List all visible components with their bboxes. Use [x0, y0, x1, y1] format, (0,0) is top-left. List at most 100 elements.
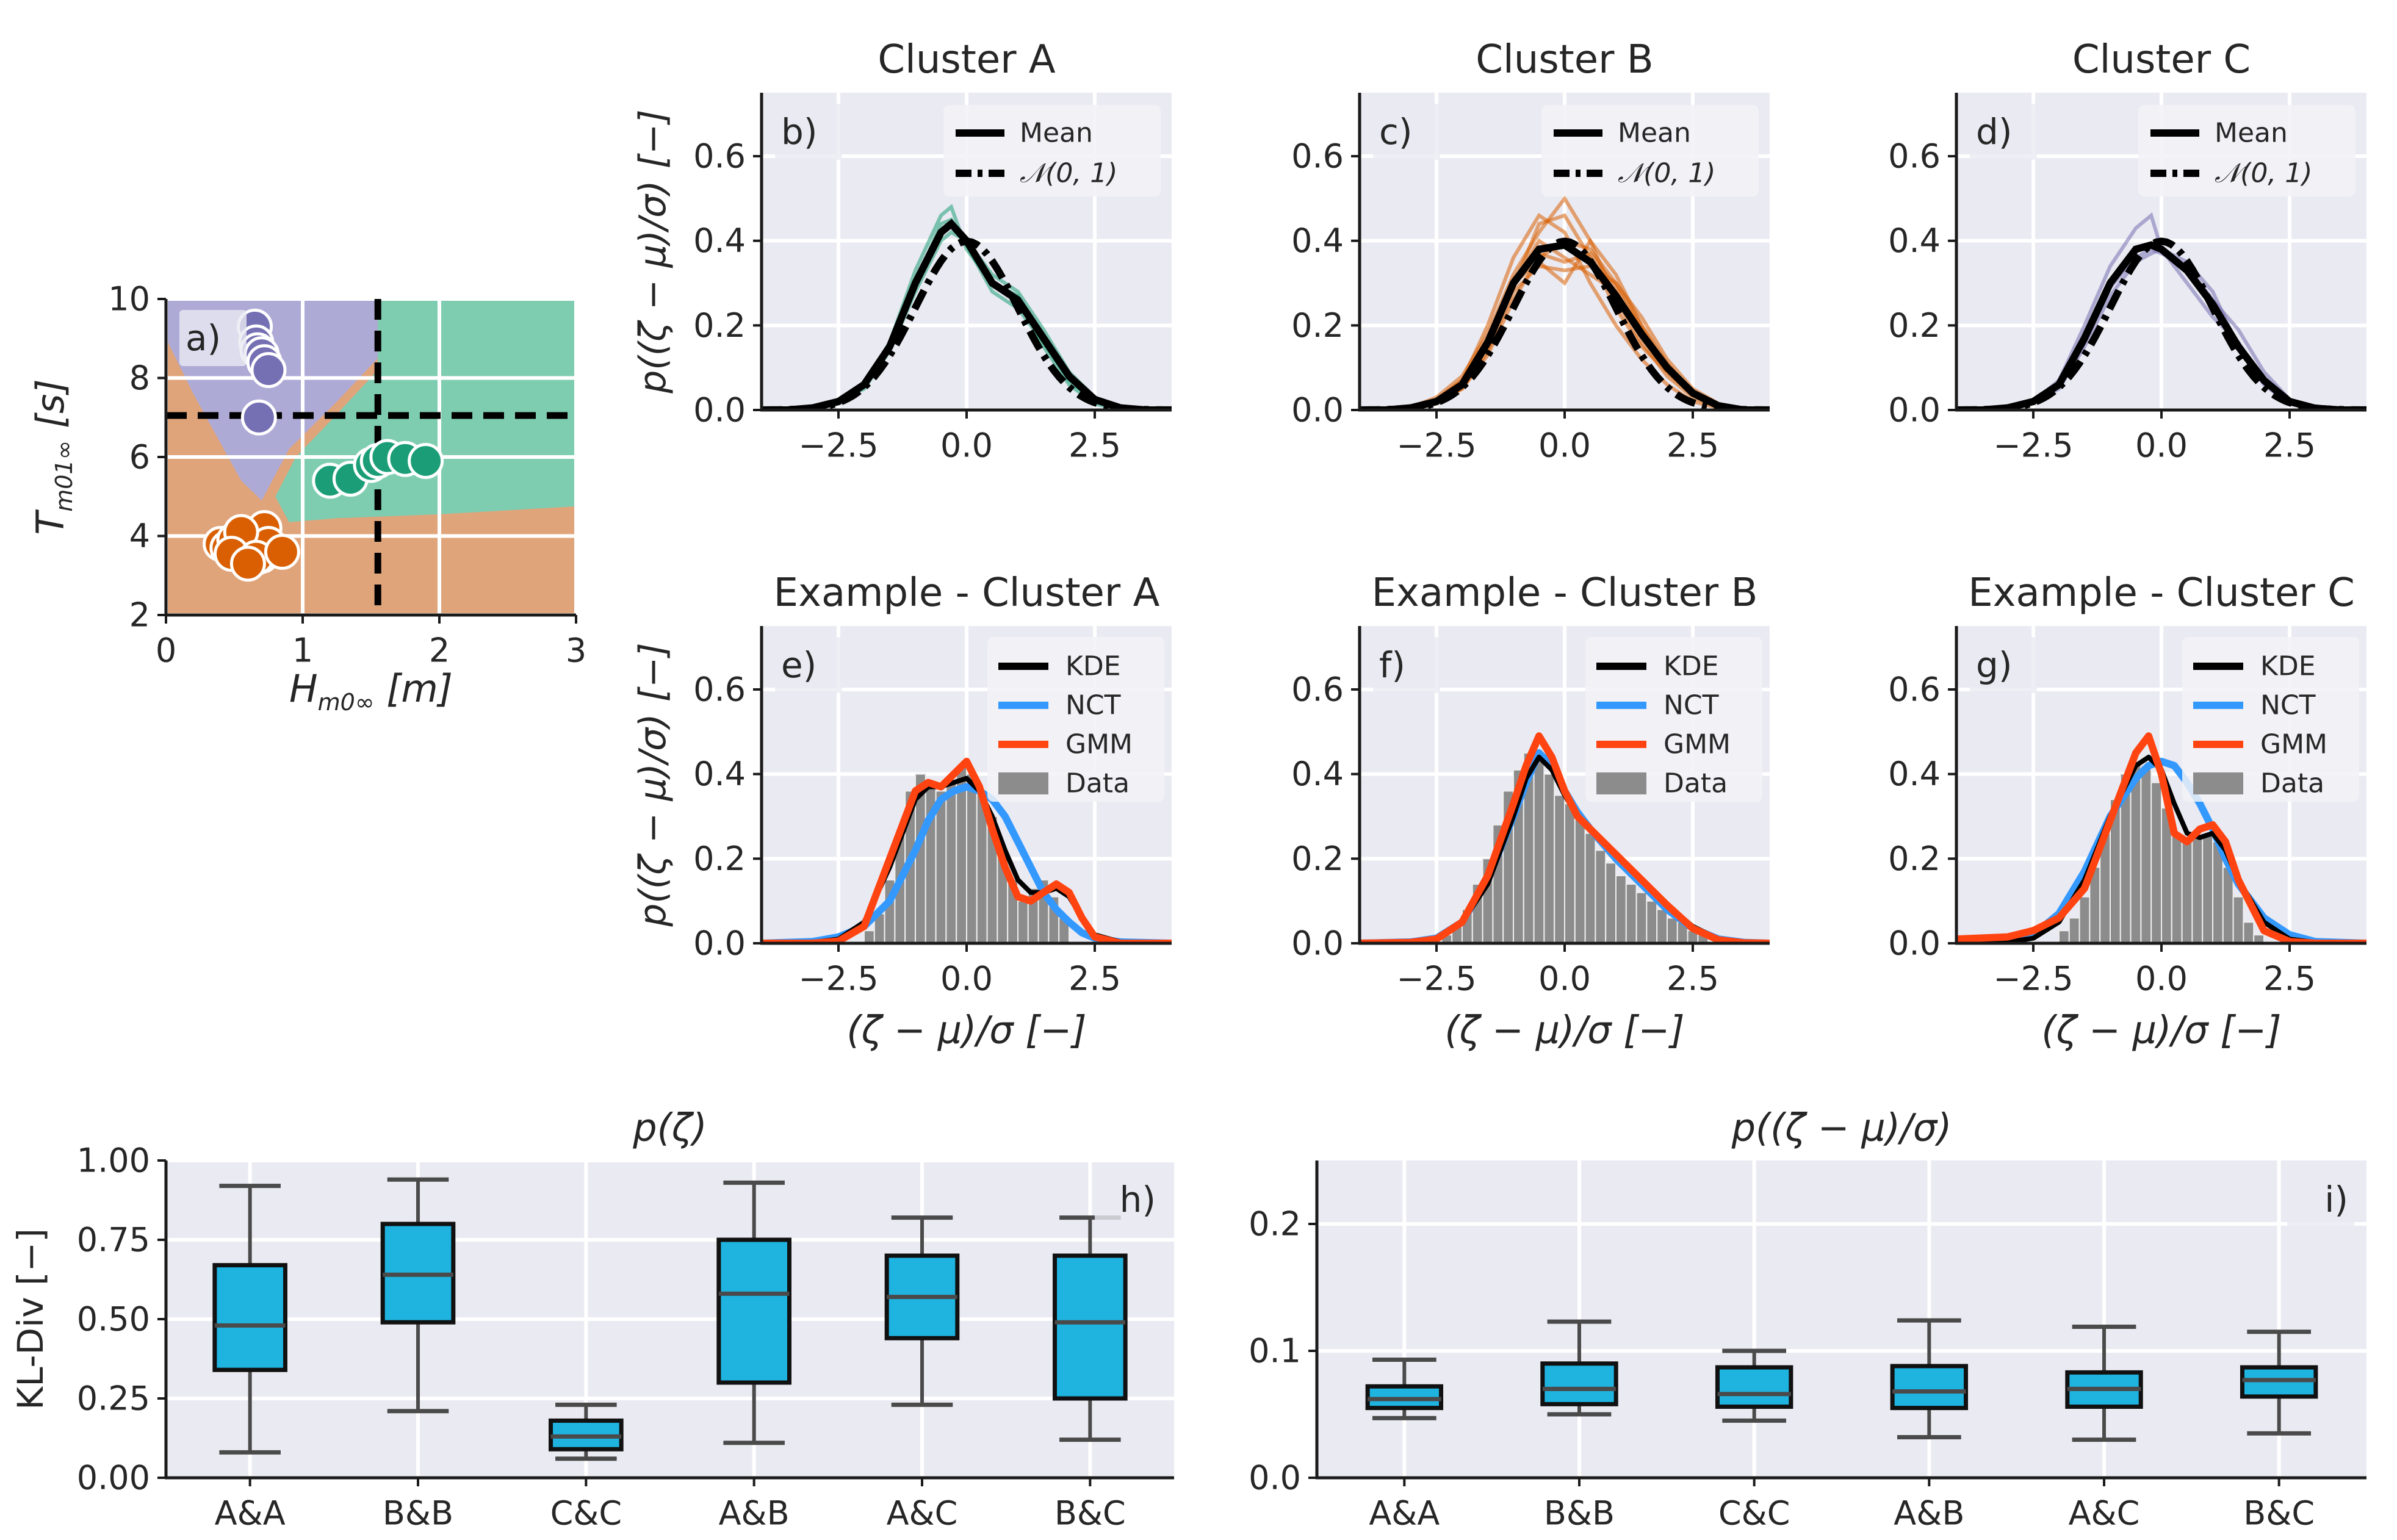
legend-data-swatch [2193, 772, 2243, 794]
x-tick-label: −2.5 [798, 960, 878, 998]
iqr-box [1890, 1364, 1969, 1411]
scatter-point [240, 399, 277, 436]
x-tick-label: A&A [1369, 1494, 1440, 1533]
hist-bar [1554, 794, 1565, 943]
x-tick-label: 2.5 [1069, 426, 1121, 465]
scatter-point [250, 352, 287, 389]
x-tick-label: 0.0 [2135, 960, 2188, 998]
hist-bar [2078, 896, 2091, 943]
y-tick-label: 0.0 [693, 391, 746, 430]
x-tick-label: 0 [156, 631, 176, 670]
panel-g: −2.5 0.0 2.5 0.0 0.2 0.4 0.6 g) Example - Cluste… [1888, 570, 2366, 1052]
panel-label-box [2287, 1171, 2354, 1228]
box-B&C [1053, 1215, 1128, 1442]
y-axis-label: KL-Div [−] [10, 1228, 51, 1410]
legend-label: Mean [1020, 118, 1093, 149]
panel-title: p((ζ − μ)/σ) [1731, 1106, 1952, 1150]
y-tick-label: 0.1 [1249, 1332, 1301, 1370]
legend: Mean 𝒩(0, 1) [1541, 105, 1759, 196]
panel-label-box [775, 637, 842, 693]
nct-fit-line [762, 783, 1172, 943]
legend-data-swatch [1596, 772, 1646, 794]
y-tick-label: 0.0 [1291, 391, 1344, 430]
x-tick-label: 2.5 [2263, 960, 2316, 998]
y-tick-label: 0.0 [693, 924, 746, 963]
gmm-fit-line [1956, 732, 2366, 943]
y-tick-label: 1.00 [77, 1142, 150, 1180]
panel-label: i) [2324, 1179, 2348, 1220]
curves [1360, 195, 1770, 410]
mean-pdf-line [762, 218, 1172, 410]
iqr-box [1053, 1253, 1128, 1401]
hist-bar [1625, 883, 1637, 943]
y-tick-label: 8 [129, 359, 150, 397]
y-tick-label: 0.0 [1888, 391, 1941, 430]
x-tick-label: −2.5 [1396, 426, 1476, 465]
panel-label: a) [186, 317, 221, 359]
panel-label: h) [1120, 1179, 1156, 1220]
histogram [1441, 752, 1709, 943]
y-tick-label: 0.4 [693, 221, 746, 260]
panel-label-box [775, 104, 842, 160]
x-tick-label: 2.5 [1667, 960, 1719, 998]
legend-label: 𝒩(0, 1) [1020, 158, 1117, 189]
x-tick-label: B&B [1544, 1494, 1615, 1533]
y-tick-label: 0.00 [77, 1459, 150, 1497]
y-tick-label: 0.4 [693, 755, 746, 793]
box-C&C [549, 1402, 624, 1461]
panel-title: Example - Cluster C [1968, 570, 2355, 616]
panel-title: Cluster B [1476, 37, 1653, 82]
scatter-point [229, 545, 266, 582]
y-tick-label: 0.2 [693, 840, 746, 878]
panel-title: p(ζ) [632, 1106, 707, 1150]
legend-label: GMM [1065, 729, 1133, 760]
box-A&A [1365, 1358, 1444, 1420]
box-B&C [2240, 1330, 2318, 1436]
x-tick-label: C&C [550, 1494, 622, 1533]
y-tick-label: 0.0 [1249, 1459, 1301, 1497]
x-tick-label: 0.0 [940, 426, 993, 465]
panel-label: g) [1976, 644, 2012, 686]
iqr-box [1715, 1365, 1793, 1409]
y-tick-label: 6 [129, 438, 150, 477]
legend-label: Data [1663, 768, 1728, 799]
hist-bar [1605, 862, 1617, 943]
legend-label: GMM [1663, 729, 1731, 760]
legend-label: 𝒩(0, 1) [1618, 158, 1715, 189]
legend-box [2182, 637, 2359, 802]
y-tick-label: 10 [108, 280, 150, 318]
scatter-series [203, 510, 300, 582]
legend-label: Mean [2215, 118, 2288, 149]
gmm-fit-line [1360, 732, 1770, 943]
x-tick-label: 0.0 [1538, 960, 1591, 998]
gmm-fit-line [762, 757, 1172, 943]
normal-pdf-line [762, 237, 1172, 410]
legend: Mean 𝒩(0, 1) [943, 105, 1161, 196]
legend-label: GMM [2260, 729, 2327, 760]
x-axis-label: (ζ − μ)/σ [−] [2041, 1008, 2281, 1052]
y-tick-label: 0.4 [1888, 755, 1941, 793]
normal-pdf-line [1360, 237, 1770, 410]
hist-bar [1656, 909, 1668, 943]
scatter-point [408, 442, 444, 479]
scatter-series [312, 439, 444, 499]
y-tick-label: 0.2 [693, 306, 746, 345]
curves [762, 204, 1172, 410]
panel-label: c) [1379, 111, 1413, 153]
box-A&B [716, 1180, 791, 1445]
y-axis-label: Tm01∞ [s] [28, 379, 77, 534]
hist-bar [863, 930, 875, 943]
y-tick-label: 0.6 [693, 137, 746, 176]
panel-title: Example - Cluster B [1372, 570, 1758, 616]
legend-label: NCT [1065, 690, 1121, 721]
hist-bar [945, 782, 957, 943]
hist-bar [1017, 900, 1029, 943]
y-tick-label: 0.0 [1291, 924, 1344, 963]
y-tick-label: 0.2 [1888, 840, 1941, 878]
x-tick-label: 2.5 [1667, 426, 1719, 465]
plot-area [1317, 1160, 2366, 1478]
scatter-series [237, 308, 287, 436]
y-tick-label: 0.0 [1888, 924, 1941, 963]
box-A&C [884, 1215, 960, 1407]
x-tick-label: A&C [2069, 1494, 2140, 1533]
